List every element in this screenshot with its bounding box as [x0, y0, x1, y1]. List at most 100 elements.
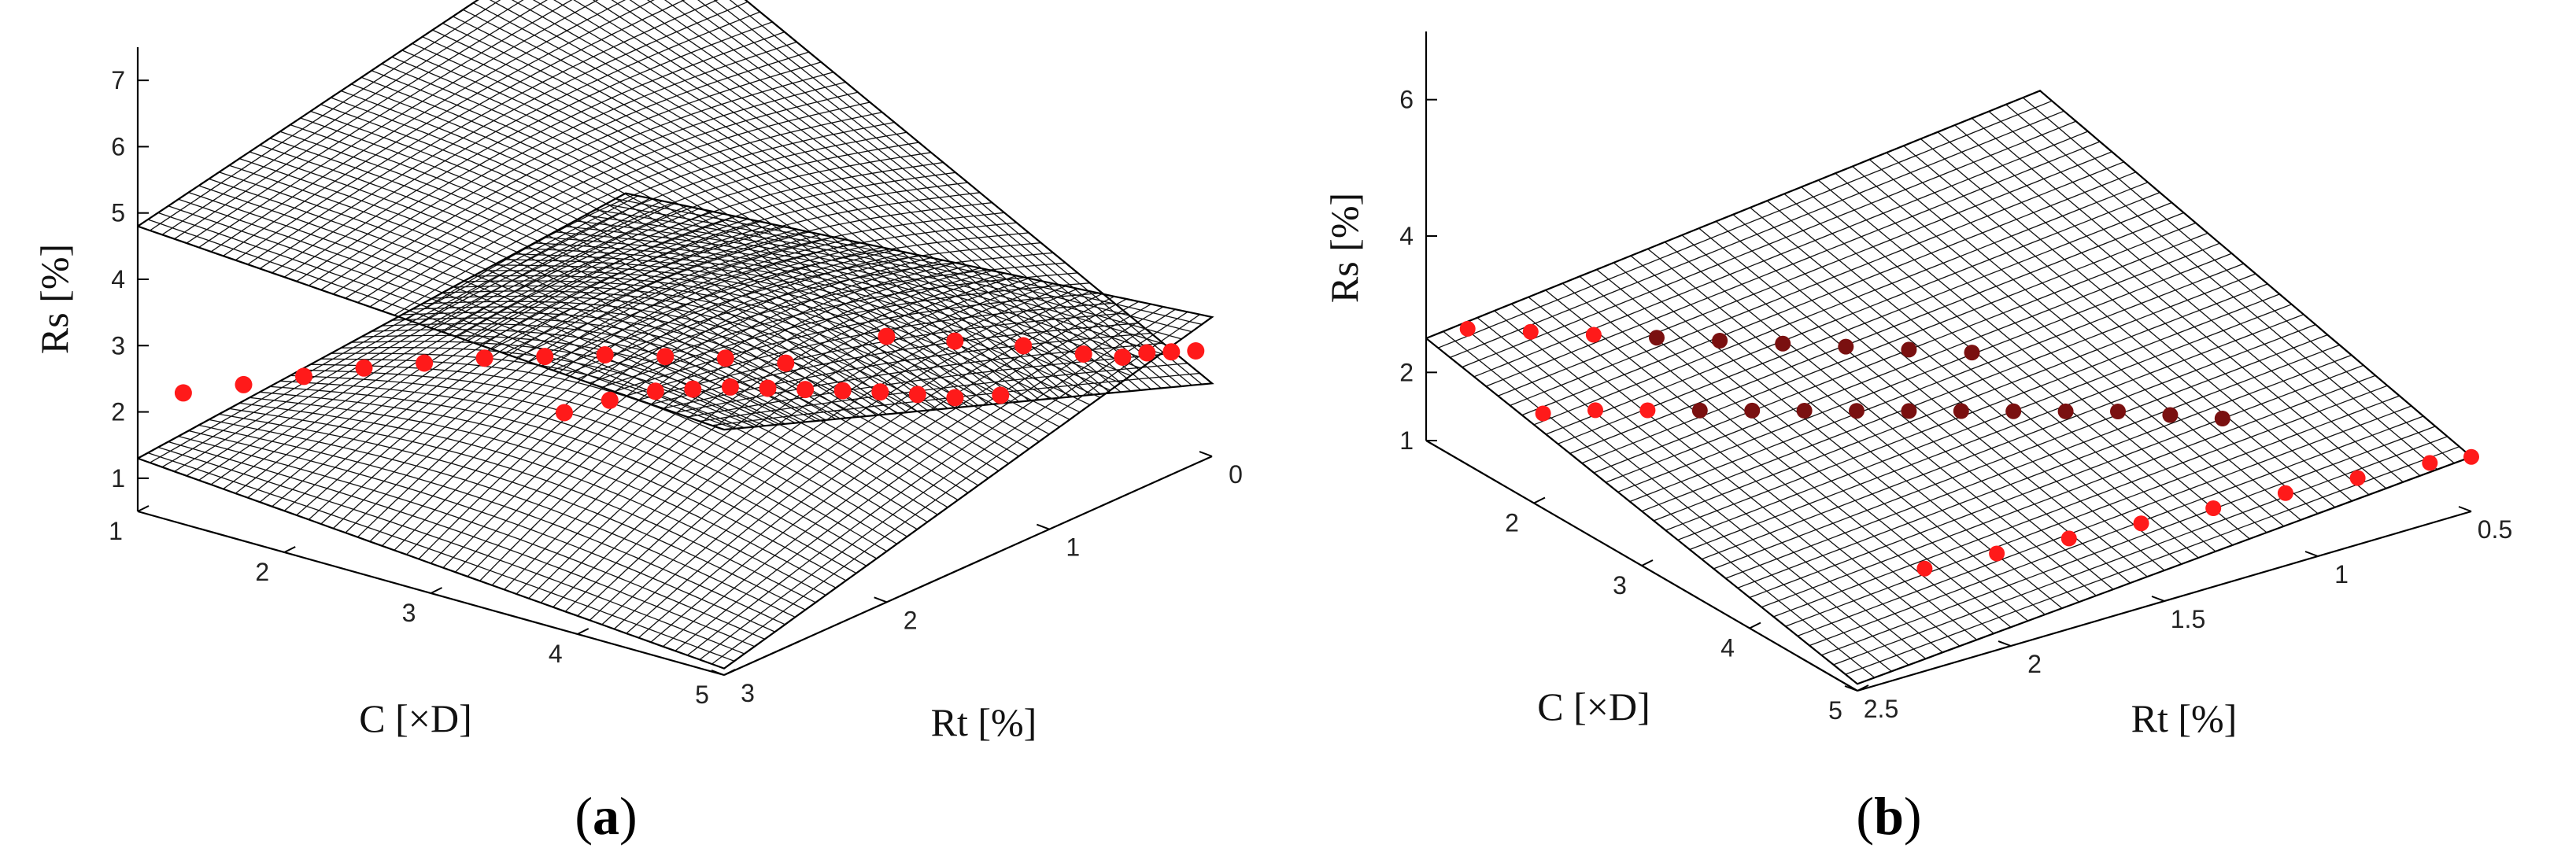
data-point	[2005, 403, 2022, 419]
y-tick-mark	[2151, 596, 2165, 602]
x-tick-mark	[723, 669, 736, 676]
data-point	[2060, 530, 2077, 547]
surface-grid-line	[473, 275, 1060, 428]
x-tick-mark	[577, 628, 589, 635]
surface-grid-line	[1732, 214, 2165, 571]
data-point	[1901, 403, 1917, 419]
surface-grid-line	[1801, 186, 2234, 546]
surface-grid-line	[629, 0, 1142, 391]
y-tick-mark	[2304, 551, 2319, 557]
data-point	[871, 383, 889, 401]
surface-grid-line	[381, 63, 969, 408]
surface-grid-line	[1852, 166, 2285, 527]
x-tick-label: 1	[109, 517, 123, 545]
surface-grid-line	[489, 0, 1070, 398]
y-tick-label: 2	[904, 606, 918, 634]
surface-grid-line	[320, 104, 907, 413]
data-point	[759, 379, 777, 397]
surface-grid-line	[1903, 145, 2336, 508]
data-point	[946, 332, 964, 350]
data-point	[656, 348, 674, 366]
x-tick-label: 3	[402, 599, 416, 627]
data-point	[355, 359, 373, 377]
x-tick-label: 5	[695, 681, 709, 709]
surface-grid-line	[1835, 172, 2267, 533]
surface-grid-line	[259, 391, 847, 581]
surface-grid-line	[1443, 330, 1876, 678]
x-tick-mark	[1857, 684, 1869, 692]
surface-grid-line	[615, 197, 1203, 325]
panel-b-data-points	[1459, 320, 2230, 426]
surface-grid-line	[463, 9, 1050, 400]
panel-a-label: (a)	[575, 786, 637, 846]
surface-grid-line	[493, 264, 1081, 413]
surface-grid-line	[511, 0, 1081, 397]
data-point	[1775, 335, 1791, 352]
y-tick-label: 0	[1229, 460, 1243, 489]
surface-grid-line	[2022, 97, 2455, 464]
data-point	[1953, 403, 1969, 419]
data-point	[684, 380, 702, 398]
z-tick-label: 7	[111, 66, 125, 94]
surface-grid-line	[1476, 317, 1909, 666]
data-point	[1138, 344, 1156, 362]
surface-grid-line	[523, 248, 1111, 391]
z-tick-label: 2	[1399, 358, 1414, 386]
data-point	[1712, 333, 1728, 349]
surface-grid-line	[553, 0, 1101, 395]
surface-grid-line	[1494, 310, 1927, 659]
series-arc-middle	[555, 378, 1010, 422]
surface-grid-line	[147, 219, 735, 430]
data-point	[2422, 455, 2438, 471]
y-tick-label: 1.5	[2171, 605, 2205, 633]
panel-a-surfaces	[137, 0, 1214, 670]
data-point	[1162, 343, 1181, 361]
surface-grid-line	[279, 131, 867, 417]
data-point	[1187, 342, 1205, 360]
surface-grid-line	[249, 151, 837, 420]
data-point	[721, 378, 739, 396]
z-tick-label: 5	[111, 199, 125, 227]
panel-b-ylabel: Rt [%]	[2131, 696, 2238, 740]
surface-grid-line	[575, 220, 1162, 355]
data-point	[1639, 402, 1656, 419]
series-arc-tail	[878, 327, 1205, 366]
z-tick-label: 3	[111, 331, 125, 360]
z-tick-label: 1	[111, 464, 125, 493]
surface-grid-line	[371, 70, 959, 408]
x-tick-mark	[137, 505, 150, 512]
surface-grid-line	[1937, 131, 2370, 496]
surface-grid-line	[341, 90, 928, 411]
surface-grid-line	[1920, 138, 2352, 502]
z-tick-label: 4	[111, 265, 125, 293]
data-point	[601, 391, 619, 409]
data-point	[1522, 323, 1539, 340]
data-point	[1114, 349, 1132, 366]
surface-grid-line	[611, 0, 1132, 392]
data-point	[908, 386, 926, 404]
z-tick-label: 4	[1399, 222, 1414, 250]
data-point	[1964, 345, 1980, 361]
surface-grid-line	[1545, 290, 1978, 640]
data-point	[1691, 402, 1708, 419]
surface-grid-line	[161, 0, 524, 235]
data-point	[878, 327, 896, 345]
data-point	[1015, 337, 1033, 355]
surface-grid-line	[544, 237, 1131, 377]
y-tick-mark	[874, 596, 888, 603]
data-point	[555, 404, 573, 422]
surface-grid-line	[331, 352, 918, 530]
data-point	[796, 381, 815, 399]
surface-grid-line	[554, 231, 1141, 369]
x-tick-mark	[1749, 622, 1761, 629]
surface-grid-line	[697, 0, 1182, 387]
panel-b-chart: 1 2 4 6 2 3 4 5 0.5 1 1.5 2 2.5 Rs [%] C [×D] Rt [%]…	[1322, 31, 2512, 846]
surface-grid-line	[713, 0, 1192, 386]
data-point	[2057, 403, 2074, 419]
surface-grid-line	[1664, 242, 2097, 596]
surface-grid-line	[209, 419, 796, 618]
x-tick-label: 2	[1505, 509, 1519, 537]
data-point	[475, 349, 493, 367]
series-arc-upper	[174, 346, 795, 402]
data-point	[174, 384, 192, 402]
